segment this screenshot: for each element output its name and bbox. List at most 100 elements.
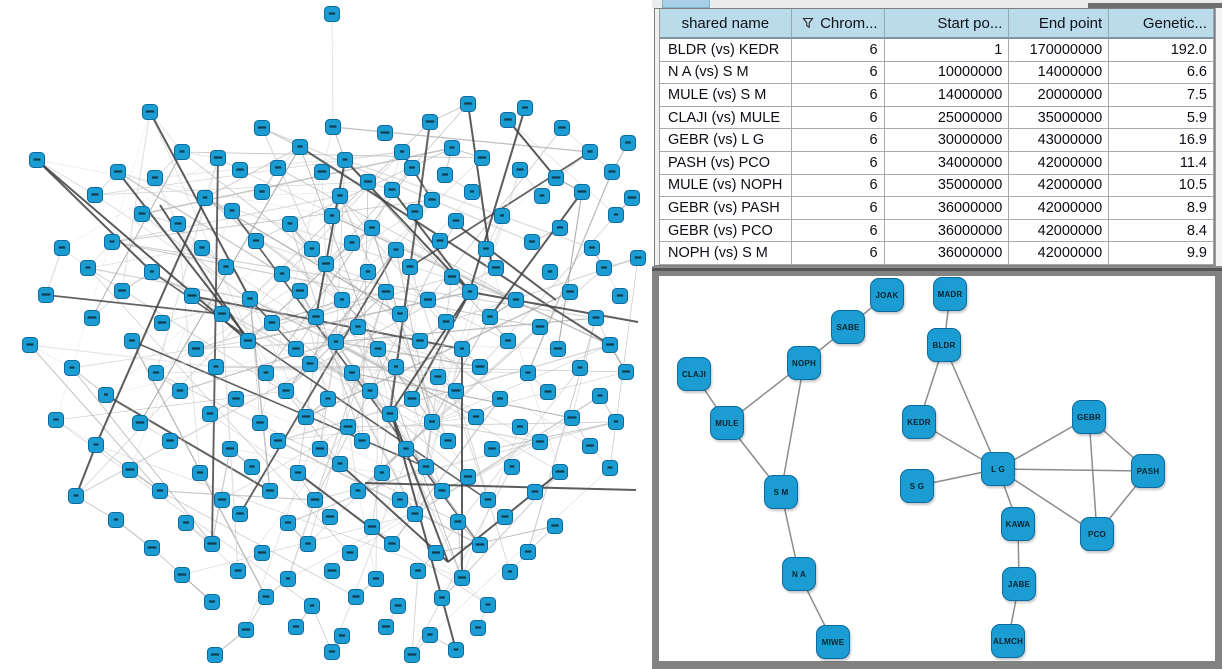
edge[interactable]: [249, 298, 457, 392]
accent-edge[interactable]: [489, 191, 583, 318]
edge[interactable]: [221, 313, 449, 442]
cell-start_position[interactable]: 36000000: [884, 242, 1010, 265]
edge[interactable]: [195, 341, 337, 350]
edge[interactable]: [117, 171, 283, 275]
table-row[interactable]: N A (vs) S M 6 10000000 14000000 6.6: [660, 61, 1214, 85]
edge[interactable]: [249, 298, 271, 492]
edge[interactable]: [455, 390, 511, 573]
edge[interactable]: [431, 276, 453, 423]
cell-start_position[interactable]: 14000000: [884, 84, 1010, 107]
edge[interactable]: [314, 220, 457, 501]
edge[interactable]: [527, 171, 613, 374]
cell-end_point[interactable]: 170000000: [1009, 39, 1110, 62]
edge[interactable]: [357, 421, 433, 492]
node-NOPH[interactable]: NOPH: [787, 346, 821, 380]
edge[interactable]: [204, 189, 393, 199]
edge[interactable]: [159, 490, 357, 598]
edge-BLDR-LG[interactable]: [943, 344, 999, 470]
cell-shared_name[interactable]: GEBR (vs) L G: [660, 129, 792, 152]
node-SM[interactable]: S M: [764, 475, 798, 509]
cell-chromosome[interactable]: 6: [791, 61, 885, 85]
cell-shared_name[interactable]: GEBR (vs) PCO: [660, 219, 792, 243]
table-row[interactable]: NOPH (vs) S M 6 36000000 42000000 9.9: [660, 242, 1214, 265]
node-LG[interactable]: L G: [981, 452, 1015, 486]
cell-genetic[interactable]: 8.9: [1109, 197, 1214, 220]
node-JOAK[interactable]: JOAK: [870, 278, 904, 312]
edge[interactable]: [121, 111, 151, 292]
edge[interactable]: [36, 159, 333, 217]
table-row[interactable]: CLAJI (vs) MULE 6 25000000 35000000 5.9: [660, 106, 1214, 130]
accent-edge[interactable]: [391, 413, 449, 563]
cell-genetic[interactable]: 16.9: [1109, 129, 1214, 152]
edge[interactable]: [331, 13, 334, 128]
edge[interactable]: [29, 344, 217, 368]
edge[interactable]: [249, 298, 477, 418]
node-NA[interactable]: N A: [782, 557, 816, 591]
edge[interactable]: [431, 421, 541, 443]
edge[interactable]: [105, 394, 271, 492]
edge[interactable]: [277, 440, 481, 546]
accent-edge[interactable]: [469, 107, 526, 291]
edge[interactable]: [527, 317, 597, 553]
cell-genetic[interactable]: 8.4: [1109, 219, 1214, 243]
node-SG[interactable]: S G: [900, 469, 934, 503]
table-row[interactable]: PASH (vs) PCO 6 34000000 42000000 11.4: [660, 151, 1214, 175]
edge[interactable]: [299, 290, 329, 400]
cell-end_point[interactable]: 14000000: [1009, 61, 1110, 85]
cell-end_point[interactable]: 42000000: [1009, 174, 1110, 198]
edge[interactable]: [36, 159, 96, 196]
edge[interactable]: [332, 126, 591, 153]
accent-edge[interactable]: [469, 291, 639, 323]
edge[interactable]: [431, 371, 627, 423]
node-PASH[interactable]: PASH: [1131, 454, 1165, 488]
edge[interactable]: [91, 151, 183, 319]
cell-chromosome[interactable]: 6: [791, 219, 885, 243]
column-header-chromosome[interactable]: Chrom...: [791, 9, 885, 39]
table-row[interactable]: GEBR (vs) PCO 6 36000000 42000000 8.4: [660, 219, 1214, 243]
cell-start_position[interactable]: 25000000: [884, 106, 1010, 130]
edge[interactable]: [401, 151, 433, 201]
edge[interactable]: [229, 448, 383, 474]
secondary-network-canvas[interactable]: JOAK SABE NOPH CLAJI MULE S M N A MIWE MADR BLDR K…: [659, 276, 1215, 661]
cell-start_position[interactable]: 10000000: [884, 61, 1010, 85]
edge[interactable]: [237, 366, 397, 572]
column-header-start_position[interactable]: Start po...: [884, 9, 1010, 39]
edge[interactable]: [29, 344, 161, 492]
accent-edge[interactable]: [36, 159, 153, 273]
edge[interactable]: [335, 341, 477, 418]
edge[interactable]: [181, 151, 483, 159]
cell-end_point[interactable]: 42000000: [1009, 197, 1110, 220]
edge[interactable]: [261, 127, 463, 579]
cell-genetic[interactable]: 5.9: [1109, 106, 1214, 130]
accent-edge[interactable]: [507, 119, 557, 179]
cell-shared_name[interactable]: NOPH (vs) S M: [660, 242, 792, 265]
edge[interactable]: [305, 291, 571, 418]
edge[interactable]: [377, 348, 391, 415]
table-row[interactable]: GEBR (vs) PASH 6 36000000 42000000 8.9: [660, 197, 1214, 220]
edge[interactable]: [141, 213, 469, 478]
edge[interactable]: [609, 257, 639, 469]
cell-end_point[interactable]: 20000000: [1009, 84, 1110, 107]
edge[interactable]: [105, 195, 341, 396]
cell-genetic[interactable]: 11.4: [1109, 151, 1214, 175]
table-header-tab[interactable]: [662, 0, 710, 8]
cell-shared_name[interactable]: N A (vs) S M: [660, 61, 792, 85]
main-network-canvas[interactable]: [0, 0, 652, 669]
cell-chromosome[interactable]: 6: [791, 151, 885, 175]
edge[interactable]: [179, 341, 337, 392]
cell-chromosome[interactable]: 6: [791, 197, 885, 220]
table-row[interactable]: MULE (vs) NOPH 6 35000000 42000000 10.5: [660, 174, 1214, 198]
edge-NOPH-SM[interactable]: [780, 362, 805, 493]
edge[interactable]: [507, 119, 617, 216]
node-ALMCH[interactable]: ALMCH: [991, 624, 1025, 658]
edge[interactable]: [331, 215, 611, 346]
node-KEDR[interactable]: KEDR: [902, 405, 936, 439]
edge[interactable]: [131, 340, 427, 468]
edge-LG-PASH[interactable]: [997, 468, 1149, 472]
node-GEBR[interactable]: GEBR: [1072, 400, 1106, 434]
accent-edge[interactable]: [467, 103, 493, 269]
node-JABE[interactable]: JABE: [1002, 567, 1036, 601]
edge[interactable]: [249, 298, 261, 424]
table-row[interactable]: BLDR (vs) KEDR 6 1 170000000 192.0: [660, 39, 1214, 62]
edge[interactable]: [335, 341, 541, 443]
